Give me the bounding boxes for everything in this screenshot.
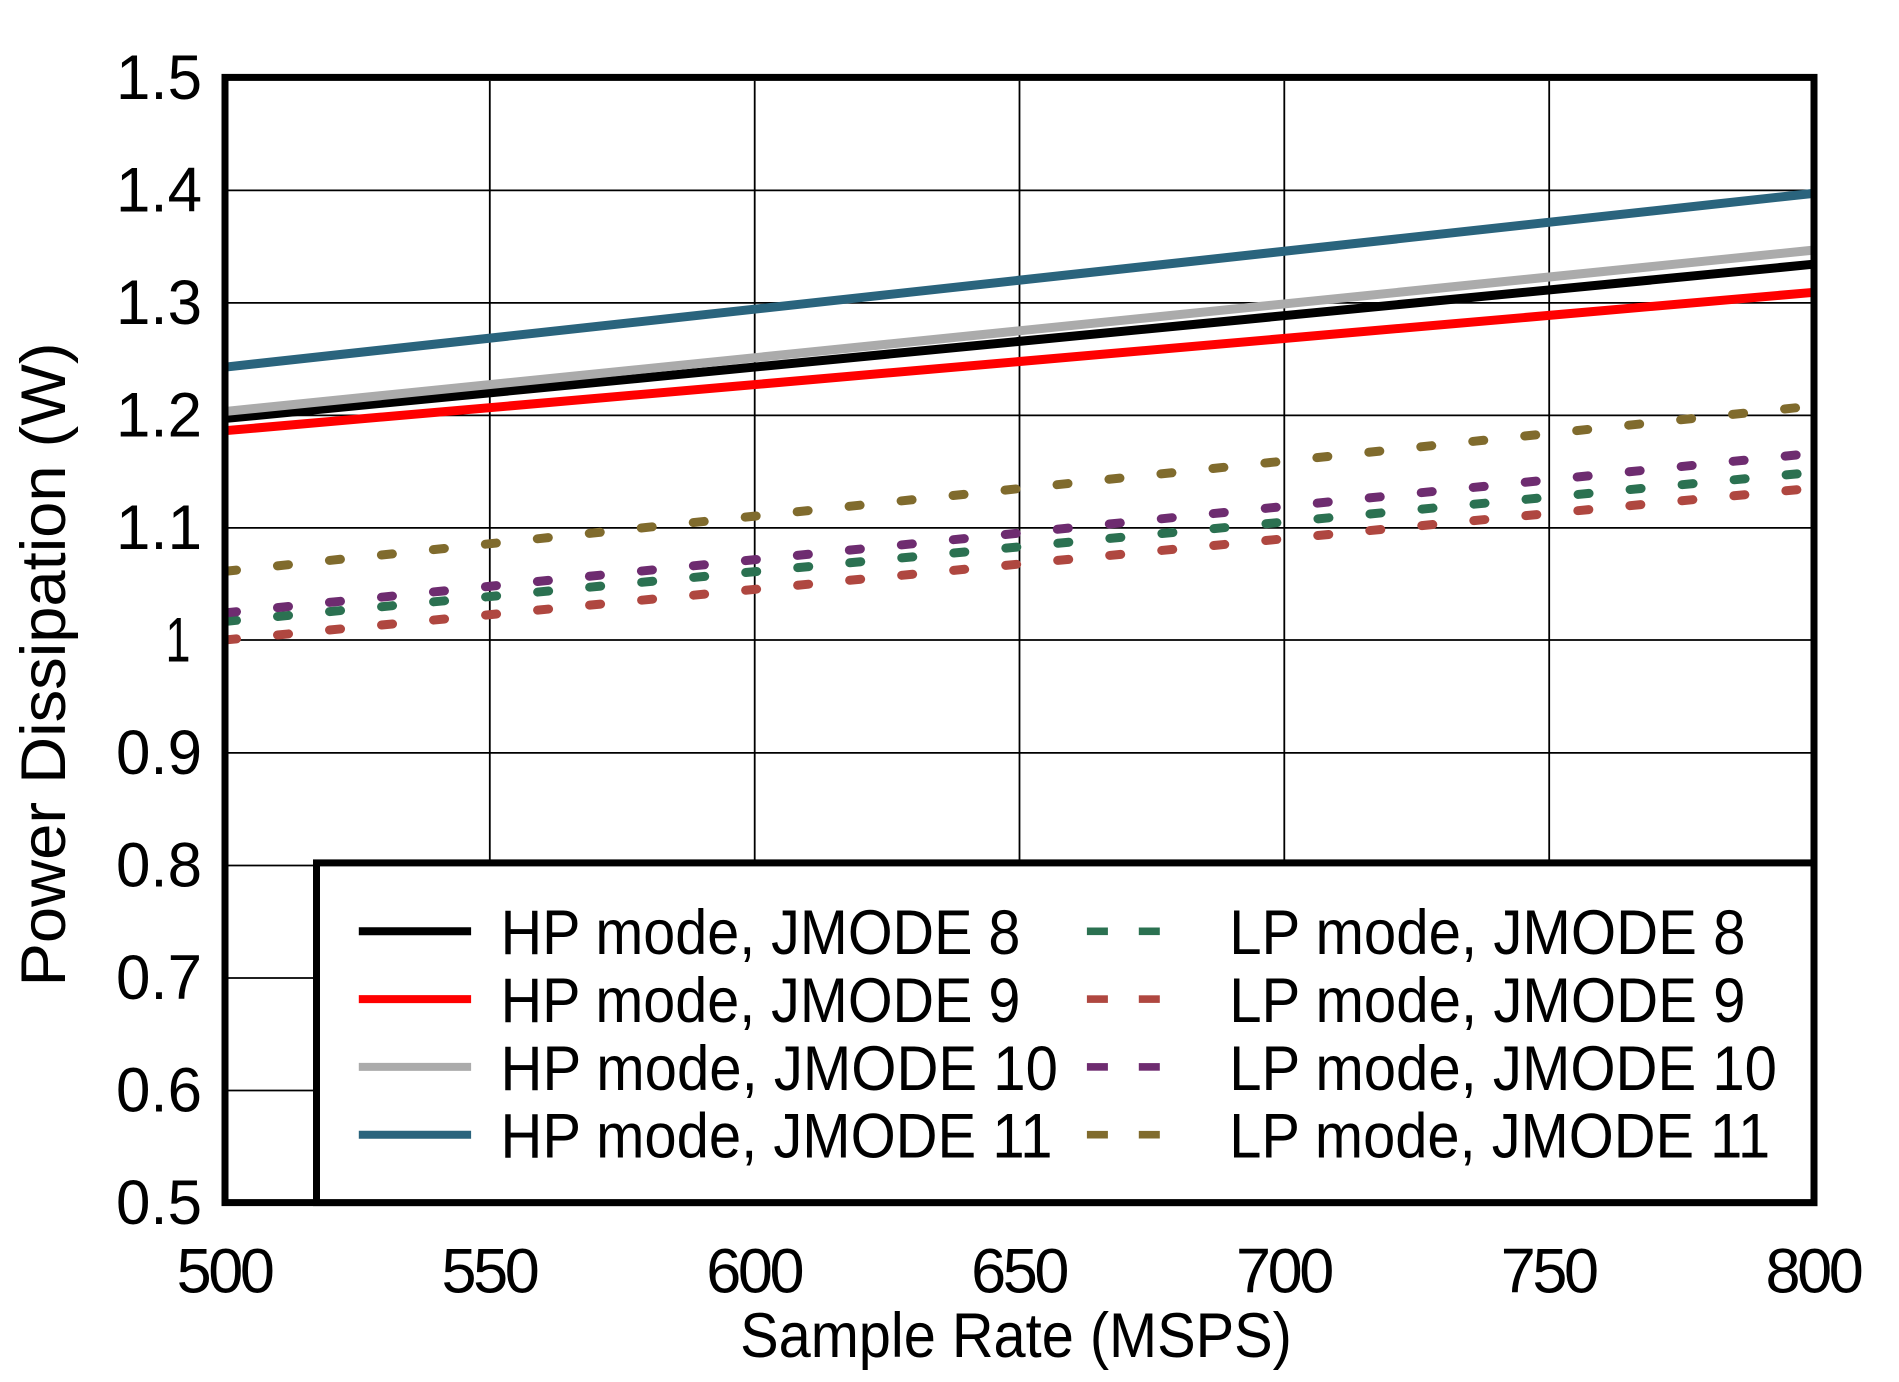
svg-text:750: 750 (1501, 1237, 1599, 1307)
svg-text:800: 800 (1766, 1237, 1864, 1307)
svg-text:1.2: 1.2 (116, 381, 202, 451)
svg-text:Sample Rate (MSPS): Sample Rate (MSPS) (740, 1301, 1292, 1371)
svg-text:550: 550 (441, 1237, 539, 1307)
svg-text:0.9: 0.9 (116, 718, 202, 788)
svg-text:1: 1 (166, 606, 191, 676)
svg-text:HP mode, JMODE 9: HP mode, JMODE 9 (501, 966, 1021, 1036)
svg-text:HP mode, JMODE 11: HP mode, JMODE 11 (501, 1102, 1053, 1172)
svg-text:Power Dissipation (W): Power Dissipation (W) (9, 343, 79, 987)
svg-text:HP mode, JMODE 10: HP mode, JMODE 10 (501, 1034, 1058, 1104)
svg-text:1.4: 1.4 (116, 156, 202, 226)
svg-text:0.6: 0.6 (116, 1056, 202, 1126)
svg-text:0.8: 0.8 (116, 831, 202, 901)
svg-text:1.1: 1.1 (116, 493, 202, 563)
svg-text:700: 700 (1236, 1237, 1334, 1307)
svg-text:1.3: 1.3 (116, 268, 202, 338)
svg-text:0.5: 0.5 (116, 1168, 202, 1238)
svg-text:1.5: 1.5 (116, 43, 202, 113)
svg-text:600: 600 (706, 1237, 804, 1307)
svg-text:LP mode, JMODE 9: LP mode, JMODE 9 (1229, 966, 1745, 1036)
svg-text:LP mode, JMODE 8: LP mode, JMODE 8 (1229, 898, 1745, 968)
svg-text:0.7: 0.7 (116, 943, 202, 1013)
svg-text:LP mode, JMODE 11: LP mode, JMODE 11 (1229, 1102, 1770, 1172)
svg-text:HP mode, JMODE 8: HP mode, JMODE 8 (501, 898, 1021, 968)
svg-text:LP mode, JMODE 10: LP mode, JMODE 10 (1229, 1034, 1777, 1104)
svg-text:500: 500 (177, 1237, 275, 1307)
svg-text:650: 650 (971, 1237, 1069, 1307)
